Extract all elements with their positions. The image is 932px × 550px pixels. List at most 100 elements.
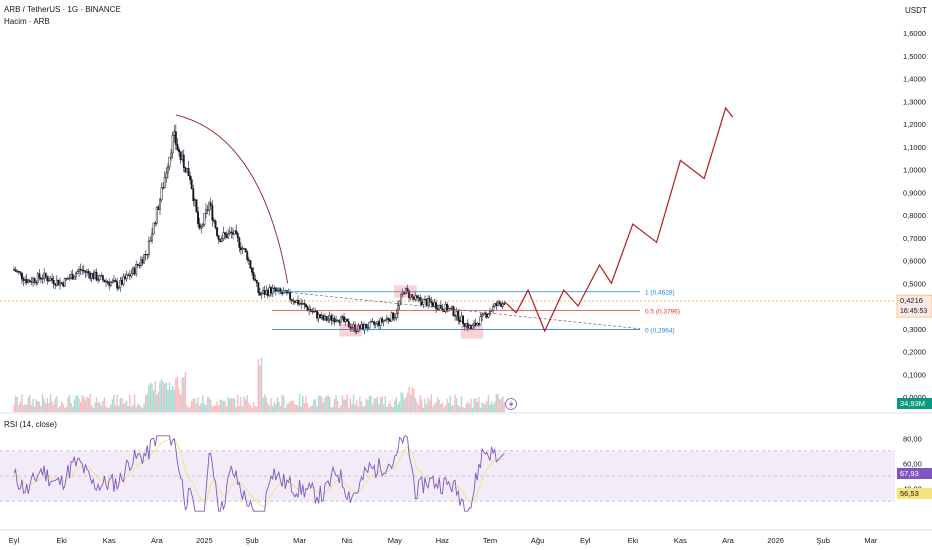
volume-bar: [343, 399, 345, 412]
candle-body: [370, 321, 372, 323]
candle-body: [393, 317, 396, 320]
volume-bar: [244, 399, 247, 412]
volume-bar: [321, 396, 323, 412]
candle-body: [222, 232, 225, 239]
curve-arc: [175, 114, 289, 284]
axes: 1,6000 1,5000 1,4000 1,3000 1,2000 1,1000 1,00…: [9, 29, 932, 545]
volume-bar: [468, 403, 471, 412]
volume-bar: [43, 399, 45, 412]
candle-body: [241, 248, 244, 250]
candle-body: [95, 271, 98, 281]
volume-bar: [137, 403, 139, 412]
candle-body: [450, 306, 453, 309]
candle-body: [330, 315, 333, 321]
candle-body: [141, 259, 144, 264]
candle-body: [347, 321, 350, 328]
volume-bar: [133, 394, 136, 412]
volume-bar: [397, 404, 399, 412]
candle-body: [90, 273, 93, 279]
volume-bar: [325, 395, 328, 412]
candle-body: [17, 271, 20, 273]
candle-body: [254, 278, 257, 281]
price-tick-label: 0,3000: [903, 325, 926, 334]
time-tick-label: Eki: [56, 536, 67, 545]
volume-bar: [79, 402, 82, 412]
candle-body: [297, 299, 299, 305]
volume-bar: [162, 381, 164, 412]
candle-body: [266, 290, 269, 296]
candle-body: [247, 259, 250, 261]
volume-bar: [376, 397, 379, 412]
candle-body: [268, 287, 271, 296]
fib-level-label: 1 (0,4628): [645, 290, 675, 297]
volume-bar: [284, 407, 287, 412]
volume-bar: [64, 407, 66, 412]
volume-bar: [240, 396, 242, 412]
volume-bar: [371, 404, 374, 412]
volume-bar: [84, 400, 87, 412]
volume-bar: [192, 398, 194, 412]
candle-body: [98, 275, 101, 280]
candle-body: [452, 306, 455, 316]
volume-bar: [103, 397, 106, 412]
candle-body: [193, 199, 196, 202]
candle-body: [408, 290, 411, 299]
candle-body: [22, 278, 25, 281]
candle-body: [14, 269, 17, 272]
volume-bar: [19, 401, 22, 412]
candle-body: [159, 199, 161, 210]
price-tick-label: 1,1000: [903, 143, 926, 152]
volume-bar: [305, 395, 307, 412]
candle-body: [171, 135, 174, 154]
time-tick-label: Ara: [722, 536, 735, 545]
candle-body: [73, 276, 76, 280]
volume-bar: [463, 407, 466, 412]
volume-bar: [417, 404, 420, 412]
candle-body: [44, 272, 47, 278]
volume-bar: [102, 400, 104, 412]
volume-bar: [95, 397, 98, 412]
volume-bar: [344, 399, 347, 412]
candle-body: [246, 251, 249, 260]
price-tick-label: 0,7000: [903, 234, 926, 243]
volume-bar: [444, 405, 447, 412]
candle-body: [57, 279, 60, 286]
volume-bar: [118, 405, 120, 412]
volume-bar: [503, 402, 505, 412]
volume-bar: [189, 406, 191, 412]
volume-bar: [281, 394, 283, 412]
candle-body: [495, 303, 498, 306]
rsi-tick-label: 60,00: [903, 459, 922, 468]
volume-bar: [257, 359, 260, 412]
candle-body: [54, 283, 57, 286]
volume-bar: [422, 407, 425, 412]
candle-body: [41, 278, 44, 280]
volume-bar: [224, 400, 226, 412]
candle-body: [481, 313, 484, 318]
candle-body: [344, 318, 347, 322]
volume-bar: [217, 405, 220, 412]
candle-body: [287, 292, 290, 294]
candle-body: [487, 313, 490, 318]
volume-bar: [237, 395, 239, 412]
candle-body: [43, 272, 46, 279]
volume-bar: [329, 397, 331, 412]
volume-bar: [29, 395, 31, 412]
candle-body: [13, 269, 15, 271]
volume-bar: [51, 401, 53, 412]
rsi-tick-label: 80,00: [903, 434, 922, 443]
candle-body: [317, 314, 320, 319]
volume-bar: [473, 398, 475, 412]
candle-body: [427, 298, 430, 306]
candle-body: [397, 304, 399, 314]
volume-bar: [457, 405, 459, 412]
candle-body: [262, 290, 265, 294]
candle-body: [79, 268, 82, 271]
volume-bar: [338, 407, 340, 412]
volume-bar: [73, 399, 75, 412]
volume-bar: [460, 396, 463, 412]
volume-bar: [294, 404, 296, 412]
volume-bar: [49, 394, 52, 412]
candle-body: [70, 274, 73, 279]
